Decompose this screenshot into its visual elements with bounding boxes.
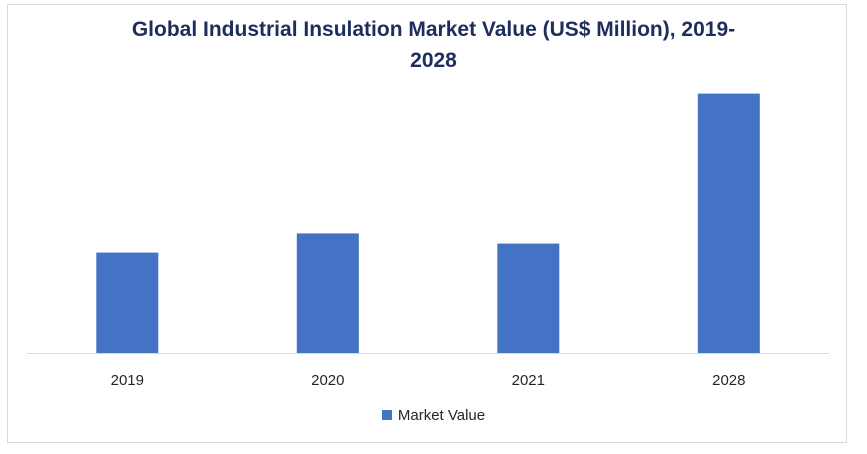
x-tick-label-2019: 2019	[111, 372, 144, 389]
legend: Market Value	[0, 407, 867, 424]
bar-2028	[697, 93, 760, 353]
x-tick-label-2020: 2020	[311, 372, 344, 389]
x-tick-label-2021: 2021	[512, 372, 545, 389]
legend-swatch-market-value	[381, 410, 392, 420]
chart-title: Global Industrial Insulation Market Valu…	[0, 14, 867, 76]
legend-label-market-value: Market Value	[397, 407, 486, 424]
chart-title-line-2: 2028	[410, 49, 457, 72]
bar-2019	[96, 252, 159, 353]
bar-2020	[296, 233, 359, 353]
x-tick-label-2028: 2028	[712, 372, 745, 389]
chart-title-line-1: Global Industrial Insulation Market Valu…	[131, 18, 736, 41]
bar-2021	[497, 243, 560, 353]
